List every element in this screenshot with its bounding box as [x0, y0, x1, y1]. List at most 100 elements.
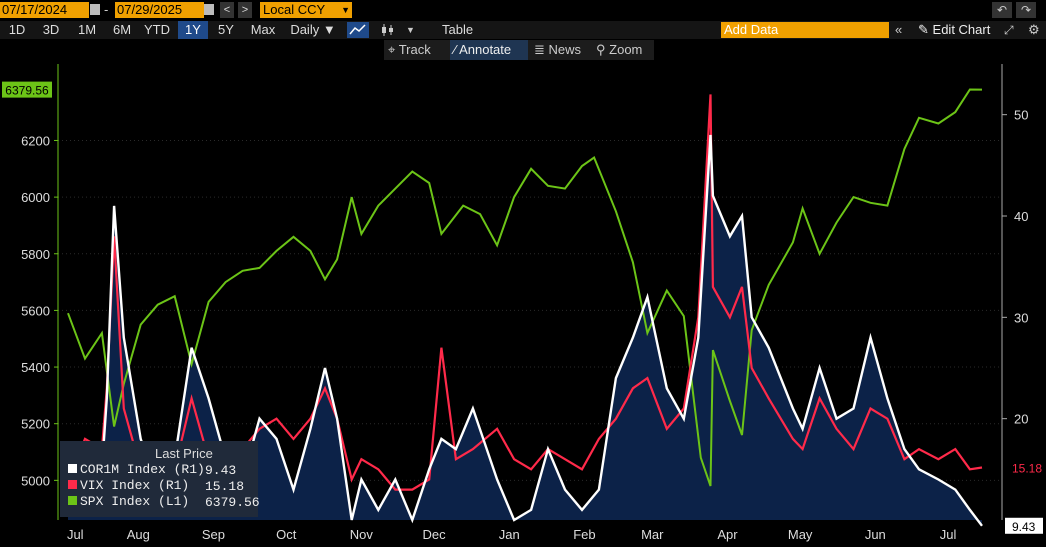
right-tick-label: 40 [1014, 209, 1028, 224]
date-separator: - [104, 2, 109, 17]
chart-grid [58, 139, 1002, 481]
frequency-select[interactable]: Daily ▼ [290, 22, 336, 37]
add-data-input[interactable]: Add Data [721, 22, 889, 38]
legend-value: 9.43 [205, 463, 237, 478]
month-label: May [788, 527, 813, 542]
legend-label: VIX Index (R1) [80, 478, 190, 493]
right-tick-label: 50 [1014, 108, 1028, 123]
zoom-button[interactable]: ⚲ Zoom [596, 40, 654, 60]
end-date-field[interactable]: 07/29/2025 [115, 2, 204, 18]
month-label: Apr [717, 527, 738, 542]
legend: Last Price COR1M Index (R1) 9.43 VIX Ind… [60, 441, 260, 517]
range-1d[interactable]: 1D [8, 22, 26, 37]
month-label: Nov [350, 527, 374, 542]
legend-row-vix: VIX Index (R1) [68, 479, 189, 493]
spx-last-tag [2, 81, 52, 98]
start-date-field[interactable]: 07/17/2024 [0, 2, 89, 18]
magnifier-icon: ⚲ [596, 42, 606, 57]
expand-icon[interactable]: ⤢ [1004, 23, 1014, 37]
spx-line [67, 88, 983, 487]
zoom-label: Zoom [609, 42, 643, 57]
left-tick-label: 5200 [21, 417, 50, 432]
news-label: News [548, 42, 582, 57]
range-toolbar: 1D 3D 1M 6M YTD 1Y 5Y Max Daily ▼ ▼ Tabl… [0, 21, 1046, 39]
month-label: Jul [67, 527, 84, 542]
range-3d[interactable]: 3D [42, 22, 60, 37]
legend-swatch [68, 480, 77, 489]
legend-row-spx: SPX Index (L1) [68, 495, 189, 509]
right-tick-label: 30 [1014, 310, 1028, 325]
line-chart-icon[interactable] [347, 22, 369, 38]
track-label: Track [398, 42, 431, 57]
legend-value: 15.18 [205, 479, 245, 494]
currency-select[interactable]: Local CCY ▼ [260, 2, 352, 18]
annotate-label: Annotate [459, 42, 512, 57]
range-ytd[interactable]: YTD [144, 22, 170, 37]
range-1m[interactable]: 1M [77, 22, 97, 37]
range-max[interactable]: Max [250, 22, 276, 37]
calendar-icon[interactable] [204, 4, 214, 15]
left-tick-label: 5400 [21, 360, 50, 375]
undo-button[interactable]: ↶ [992, 2, 1012, 18]
legend-label: SPX Index (L1) [80, 494, 190, 509]
left-tick-label: 5800 [21, 247, 50, 262]
chart-tools: ⌖ Track ∕ Annotate ≣ News ⚲ Zoom [384, 40, 654, 60]
top-toolbar: 07/17/2024 - 07/29/2025 < > Local CCY ▼ … [0, 0, 1046, 20]
vix-last-value: 15.18 [1012, 462, 1042, 476]
pencil-icon: ✎ [918, 22, 929, 37]
cor1m-area-fill [68, 134, 982, 526]
crosshair-icon: ⌖ [388, 42, 396, 57]
legend-value: 6379.56 [205, 495, 260, 510]
track-button[interactable]: ⌖ Track [388, 40, 448, 60]
candlestick-icon[interactable] [378, 22, 398, 38]
month-label: Sep [202, 527, 225, 542]
collapse-icon[interactable]: « [895, 22, 903, 37]
pen-icon: ∕ [454, 42, 457, 57]
cor1m-last-tag [1005, 517, 1043, 534]
legend-row-cor1m: COR1M Index (R1) [68, 463, 205, 477]
left-axis: 5000 5200 5400 5600 5800 6000 6200 [21, 64, 59, 520]
gear-icon[interactable]: ⚙ [1028, 22, 1040, 37]
table-button[interactable]: Table [442, 22, 474, 37]
currency-value: Local CCY [263, 2, 326, 17]
legend-swatch [68, 464, 77, 473]
left-tick-label: 5600 [21, 303, 50, 318]
calendar-icon[interactable] [90, 4, 100, 15]
news-icon: ≣ [534, 42, 545, 57]
annotate-button[interactable]: ∕ Annotate [450, 40, 528, 60]
range-6m[interactable]: 6M [112, 22, 132, 37]
legend-label: COR1M Index (R1) [80, 462, 205, 477]
vix-last-tag [1008, 459, 1046, 476]
chevron-down-icon: ▼ [341, 5, 350, 15]
range-1y[interactable]: 1Y [178, 21, 208, 39]
legend-swatch [68, 496, 77, 505]
redo-button[interactable]: ↷ [1016, 2, 1036, 18]
prev-period-button[interactable]: < [220, 2, 234, 18]
spx-last-value: 6379.56 [5, 84, 49, 98]
chevron-down-icon[interactable]: ▼ [406, 25, 415, 35]
month-label: Jan [499, 527, 520, 542]
range-5y[interactable]: 5Y [218, 22, 234, 37]
month-label: Jun [865, 527, 886, 542]
cor1m-line [66, 134, 983, 527]
month-label: Jul [940, 527, 957, 542]
x-axis: Jul Aug Sep Oct Nov Dec Jan Feb Mar Apr May Jun Jul [67, 527, 957, 542]
month-label: Aug [127, 527, 150, 542]
month-label: Mar [641, 527, 664, 542]
right-tick-label: 20 [1014, 412, 1028, 427]
right-axis: 20 30 40 50 [1001, 64, 1028, 520]
left-tick-label: 5000 [21, 473, 50, 488]
cor1m-last-value: 9.43 [1012, 520, 1036, 534]
cor1m-area [68, 134, 982, 526]
month-label: Oct [276, 527, 297, 542]
left-tick-label: 6000 [21, 190, 50, 205]
edit-chart-button[interactable]: ✎ Edit Chart [918, 21, 990, 39]
month-label: Feb [573, 527, 595, 542]
news-button[interactable]: ≣ News [534, 40, 592, 60]
left-tick-label: 6200 [21, 133, 50, 148]
edit-chart-label: Edit Chart [932, 22, 991, 37]
month-label: Dec [423, 527, 447, 542]
next-period-button[interactable]: > [238, 2, 252, 18]
legend-title: Last Price [155, 446, 213, 461]
